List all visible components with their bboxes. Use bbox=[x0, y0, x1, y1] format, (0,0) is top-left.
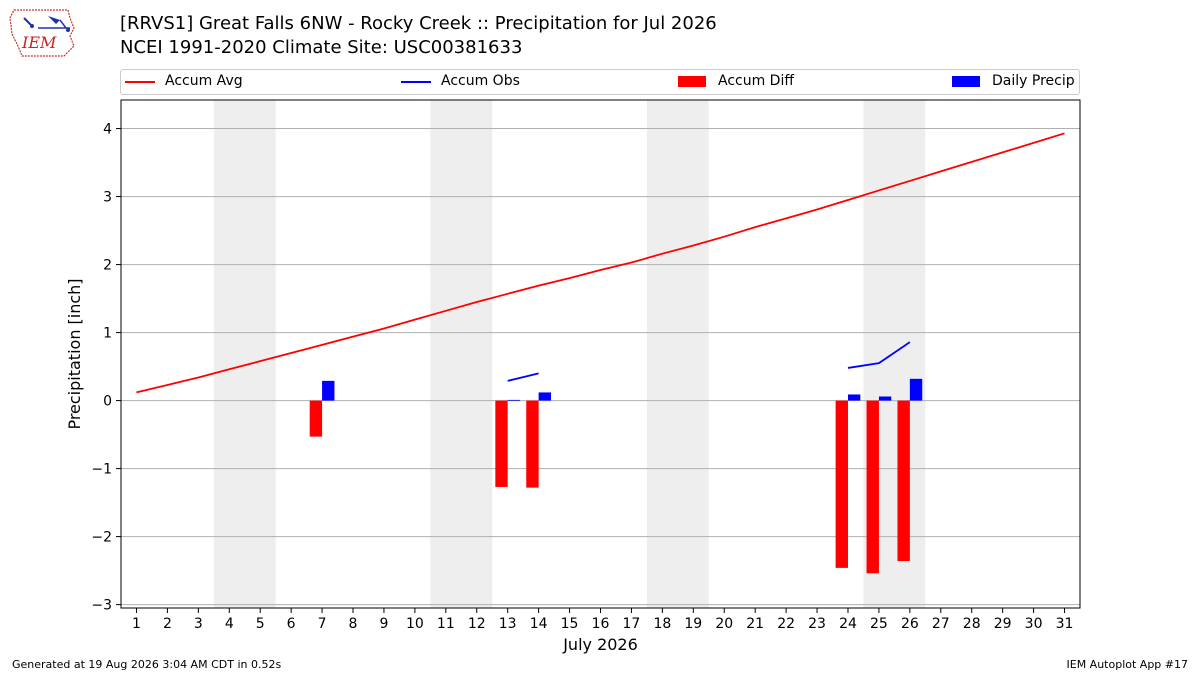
chart-title: [RRVS1] Great Falls 6NW - Rocky Creek ::… bbox=[120, 13, 717, 34]
x-tick-label: 22 bbox=[777, 616, 795, 632]
y-tick-label: −3 bbox=[91, 598, 112, 614]
x-tick-label: 3 bbox=[194, 616, 203, 632]
x-tick-label: 19 bbox=[684, 616, 702, 632]
x-tick-label: 10 bbox=[406, 616, 424, 632]
y-tick-label: 3 bbox=[103, 190, 112, 206]
accum-diff-bar bbox=[866, 400, 879, 574]
x-tick-label: 24 bbox=[839, 616, 857, 632]
weekend-band bbox=[430, 100, 493, 608]
weekend-band bbox=[646, 100, 709, 608]
accum-diff-bar bbox=[897, 400, 910, 562]
x-tick-label: 6 bbox=[287, 616, 296, 632]
x-tick-label: 25 bbox=[870, 616, 888, 632]
x-tick-label: 30 bbox=[1025, 616, 1043, 632]
legend-swatch-daily-precip bbox=[952, 76, 980, 87]
x-tick-label: 27 bbox=[932, 616, 950, 632]
y-tick-label: 1 bbox=[103, 326, 112, 342]
daily-precip-bar bbox=[538, 392, 552, 401]
x-tick-label: 17 bbox=[623, 616, 641, 632]
daily-precip-bar bbox=[322, 380, 335, 401]
legend-swatch-accum-obs bbox=[401, 81, 431, 83]
accum-diff-bar bbox=[835, 400, 848, 568]
x-tick-label: 28 bbox=[963, 616, 981, 632]
x-tick-label: 7 bbox=[318, 616, 327, 632]
x-tick-label: 14 bbox=[530, 616, 548, 632]
x-tick-label: 18 bbox=[653, 616, 671, 632]
x-tick-label: 4 bbox=[225, 616, 234, 632]
y-tick-label: 2 bbox=[103, 258, 112, 274]
footer-app: IEM Autoplot App #17 bbox=[1066, 658, 1189, 671]
x-tick-label: 26 bbox=[901, 616, 919, 632]
x-tick-label: 21 bbox=[746, 616, 764, 632]
footer-generated: Generated at 19 Aug 2026 3:04 AM CDT in … bbox=[12, 658, 282, 671]
legend-label-accum-obs: Accum Obs bbox=[441, 73, 520, 89]
daily-precip-bar bbox=[878, 396, 892, 401]
iem-logo: IEM bbox=[9, 9, 75, 57]
y-tick-label: −1 bbox=[91, 462, 112, 478]
x-tick-label: 29 bbox=[994, 616, 1012, 632]
daily-precip-bar bbox=[909, 378, 923, 401]
legend-swatch-accum-avg bbox=[125, 81, 155, 83]
y-axis-label: Precipitation [inch] bbox=[65, 278, 84, 429]
x-tick-label: 13 bbox=[499, 616, 517, 632]
x-tick-label: 5 bbox=[256, 616, 265, 632]
legend-label-daily-precip: Daily Precip bbox=[992, 73, 1075, 89]
accum-diff-bar bbox=[495, 400, 508, 487]
x-tick-label: 2 bbox=[163, 616, 172, 632]
x-tick-label: 12 bbox=[468, 616, 486, 632]
accum-obs-line bbox=[507, 372, 539, 382]
x-axis-label: July 2026 bbox=[562, 635, 638, 654]
accum-diff-bar bbox=[526, 400, 539, 488]
x-tick-label: 8 bbox=[349, 616, 358, 632]
x-tick-label: 20 bbox=[715, 616, 733, 632]
legend-label-accum-diff: Accum Diff bbox=[718, 73, 795, 89]
x-tick-label: 11 bbox=[437, 616, 455, 632]
accum-diff-bar bbox=[309, 400, 323, 437]
legend-label-accum-avg: Accum Avg bbox=[165, 73, 243, 89]
accum-obs-line bbox=[847, 341, 911, 369]
accum-avg-line bbox=[136, 132, 1065, 394]
weekend-band bbox=[213, 100, 276, 608]
logo-text: IEM bbox=[21, 33, 57, 52]
y-tick-label: −2 bbox=[91, 530, 112, 546]
x-tick-label: 15 bbox=[561, 616, 579, 632]
x-tick-label: 9 bbox=[379, 616, 388, 632]
x-tick-label: 1 bbox=[132, 616, 141, 632]
x-tick-label: 23 bbox=[808, 616, 826, 632]
y-tick-label: 4 bbox=[103, 122, 112, 138]
daily-precip-bar bbox=[507, 399, 521, 401]
legend-swatch-accum-diff bbox=[678, 76, 706, 87]
chart-subtitle: NCEI 1991-2020 Climate Site: USC00381633 bbox=[120, 37, 523, 58]
chart-legend: Accum Avg Accum Obs Accum Diff Daily Pre… bbox=[120, 69, 1080, 95]
x-tick-label: 16 bbox=[592, 616, 610, 632]
daily-precip-bar bbox=[847, 394, 861, 401]
x-tick-label: 31 bbox=[1056, 616, 1074, 632]
y-tick-label: 0 bbox=[103, 394, 112, 410]
